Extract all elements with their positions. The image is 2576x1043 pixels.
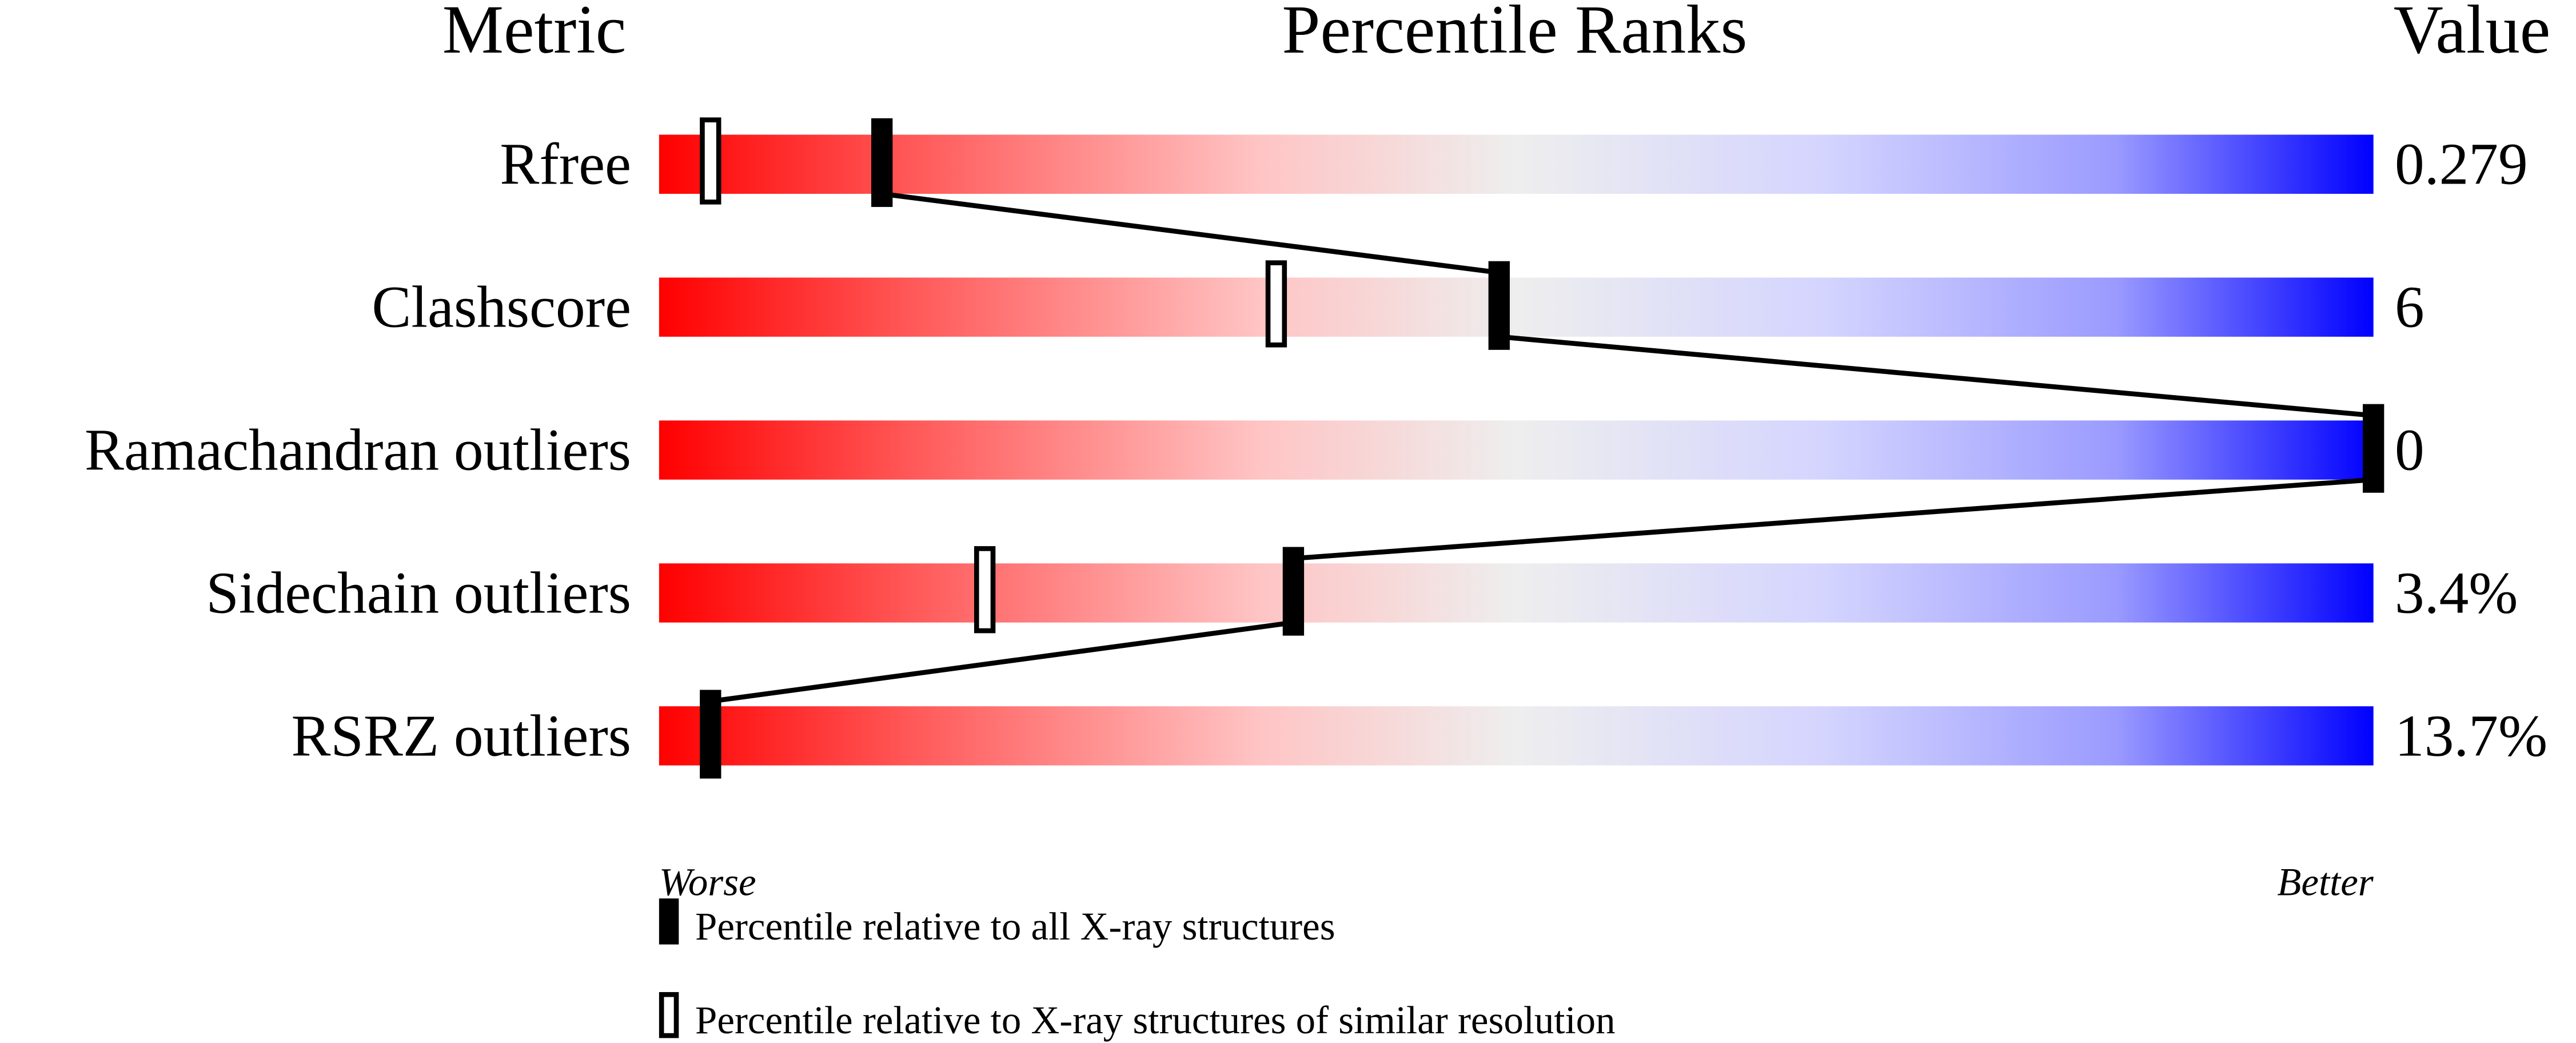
marker-all-structures — [871, 118, 893, 207]
metric-label: Sidechain outliers — [206, 560, 631, 626]
percentile-bar — [659, 277, 2374, 337]
axis-label-worse: Worse — [659, 860, 756, 903]
legend-label-all: Percentile relative to all X-ray structu… — [695, 905, 1335, 948]
axis-label-better: Better — [2277, 860, 2374, 903]
metric-label: Rfree — [500, 132, 631, 197]
connector-line — [1293, 477, 2374, 561]
legend-label-similar: Percentile relative to X-ray structures … — [695, 998, 1616, 1042]
metric-value: 6 — [2395, 275, 2425, 340]
metric-value: 3.4% — [2395, 560, 2518, 626]
percentile-bar — [659, 706, 2374, 766]
marker-all-structures — [1488, 261, 1510, 350]
marker-similar-resolution — [700, 117, 721, 205]
connector-line — [882, 191, 1500, 276]
legend-hollow-marker — [659, 992, 679, 1038]
header-metric: Metric — [442, 0, 627, 68]
marker-all-structures — [2363, 404, 2384, 493]
marker-similar-resolution — [974, 546, 996, 634]
metric-label: Ramachandran outliers — [85, 418, 631, 483]
header-value: Value — [2394, 0, 2551, 68]
legend: Percentile relative to all X-ray structu… — [659, 898, 1616, 1042]
connector-line — [710, 620, 1294, 704]
percentile-bar — [659, 420, 2374, 480]
metric-value: 0 — [2395, 418, 2425, 483]
marker-all-structures — [1282, 547, 1305, 636]
connector-line — [1498, 334, 2374, 419]
metric-label: RSRZ outliers — [291, 703, 631, 769]
metric-value: 0.279 — [2395, 132, 2528, 197]
metric-value: 13.7% — [2395, 703, 2547, 769]
marker-similar-resolution — [1265, 260, 1287, 348]
percentile-bar — [659, 134, 2374, 194]
metric-label: Clashscore — [372, 275, 631, 340]
legend-filled-marker — [659, 898, 679, 945]
marker-all-structures — [700, 690, 721, 779]
percentile-bar — [659, 563, 2374, 623]
header-percentile-ranks: Percentile Ranks — [1282, 0, 1747, 68]
